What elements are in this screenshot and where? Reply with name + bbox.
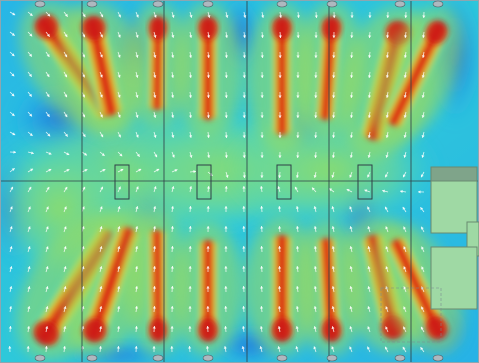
- nozzle-top: [35, 1, 45, 7]
- side-block-header: [431, 167, 477, 181]
- nozzle-bottom: [203, 355, 213, 361]
- nozzle-bottom: [153, 355, 163, 361]
- nozzle-top: [433, 1, 443, 7]
- nozzle-top: [395, 1, 405, 7]
- nozzle-bottom: [395, 355, 405, 361]
- nozzle-top: [87, 1, 97, 7]
- nozzle-bottom: [87, 355, 97, 361]
- nozzle-bottom: [277, 355, 287, 361]
- nozzle-top: [327, 1, 337, 7]
- nozzle-top: [153, 1, 163, 7]
- jet-hotspot: [272, 318, 293, 342]
- nozzle-bottom: [327, 355, 337, 361]
- nozzle-top: [203, 1, 213, 7]
- nozzle-bottom: [35, 355, 45, 361]
- jet-hotspot: [272, 16, 292, 40]
- nozzle-top: [277, 1, 287, 7]
- jet-plume-3: [173, 2, 243, 138]
- side-block-lower: [431, 247, 477, 309]
- nozzle-bottom: [433, 355, 443, 361]
